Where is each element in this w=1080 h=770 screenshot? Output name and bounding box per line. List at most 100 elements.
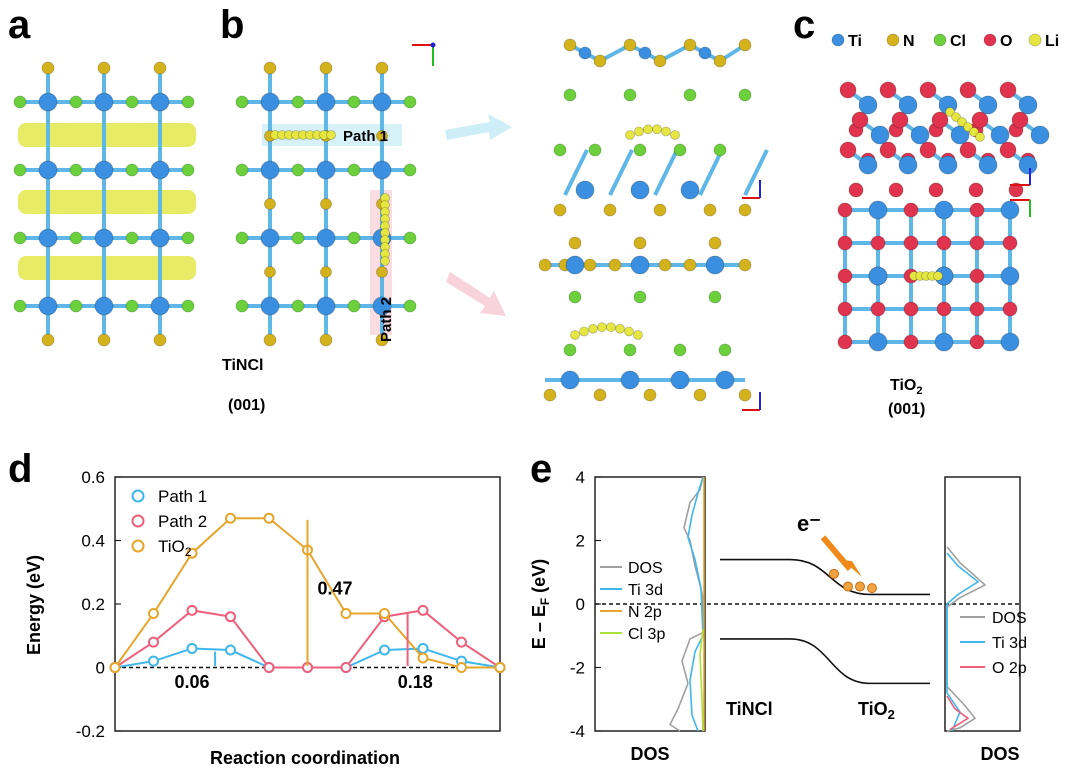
ti-atom	[316, 228, 336, 248]
ti-atom	[1018, 155, 1038, 175]
o-atom	[936, 235, 952, 251]
series-point-1	[186, 604, 198, 616]
series-point-0	[379, 644, 390, 656]
e-xlabel-left: DOS	[630, 744, 669, 764]
o-atom	[1002, 235, 1018, 251]
o-atom	[891, 111, 909, 129]
ti-atom	[94, 296, 114, 316]
cl-atom	[181, 95, 195, 109]
ti-atom	[868, 200, 888, 220]
o-atom	[969, 202, 985, 218]
cl-atom	[403, 163, 417, 177]
n-atom	[683, 258, 697, 272]
band-label-tio2: TiO2	[858, 699, 895, 722]
n-atom	[643, 388, 657, 402]
li-atom	[624, 326, 634, 337]
o-atom	[959, 141, 977, 159]
ti-atom	[858, 95, 878, 115]
cl-atom	[13, 299, 27, 313]
li-atom	[661, 126, 671, 137]
d-ylabel: Energy (eV)	[24, 555, 44, 655]
o-atom	[870, 301, 886, 317]
series-point-2	[340, 608, 352, 620]
y-tick-label: -2	[570, 659, 585, 678]
series-point-2	[494, 662, 506, 673]
ti-atom	[150, 228, 170, 248]
cl-atom	[718, 343, 732, 357]
ti-atom	[316, 92, 336, 112]
ti-atom	[978, 155, 998, 175]
dos-left-cl3p	[699, 629, 704, 732]
o-atom	[837, 334, 853, 350]
o-atom	[928, 182, 944, 198]
legend-marker-o	[983, 33, 997, 47]
series-point-2	[456, 662, 467, 673]
axis-triad-b	[412, 42, 436, 66]
arrow-path2	[446, 272, 506, 316]
n-atom	[375, 333, 389, 347]
n-atom	[563, 38, 577, 52]
y-tick-label: 0	[576, 595, 585, 614]
n-atom	[738, 258, 752, 272]
cl-atom	[623, 88, 637, 102]
series-point-2	[109, 662, 121, 673]
n-atom	[376, 130, 388, 142]
cl-atom	[708, 290, 722, 304]
legend-marker-2	[131, 539, 145, 553]
arrow-path1	[445, 114, 512, 140]
series-point-1	[456, 636, 467, 648]
ti-atom	[990, 125, 1010, 145]
ti-atom	[150, 92, 170, 112]
cl-atom	[235, 299, 249, 313]
n-atom	[738, 203, 752, 217]
bond	[698, 149, 724, 196]
cl-atom	[738, 88, 752, 102]
ti-atom	[94, 160, 114, 180]
series-point-2	[225, 512, 236, 524]
o-atom	[969, 268, 985, 284]
electron-density-band	[18, 123, 196, 147]
n-atom	[543, 388, 557, 402]
n-atom	[153, 61, 167, 75]
o-atom	[919, 81, 937, 99]
li-atom	[957, 117, 967, 127]
panel-e-chart: -4 -2 0 2 4 DOS Ti 3d N 2p Cl 3p DOS Ti 3d O 2p e⁻…	[529, 468, 1027, 764]
o-atom	[903, 202, 919, 218]
electron-density-band	[18, 190, 196, 214]
n-atom	[633, 236, 647, 250]
o-atom	[837, 202, 853, 218]
tincl-facet: (001)	[228, 397, 265, 414]
o-atom	[848, 182, 864, 198]
ti-atom	[372, 160, 392, 180]
n-atom	[703, 203, 717, 217]
ti-atom	[565, 255, 585, 275]
legend-label-o: O	[1000, 33, 1012, 50]
series-point-1	[148, 636, 159, 648]
li-atom	[615, 323, 625, 334]
dos-right-total	[946, 546, 987, 732]
cl-atom	[69, 231, 83, 245]
ti-atom	[934, 200, 954, 220]
cl-atom	[13, 163, 27, 177]
li-atom	[933, 271, 943, 281]
cl-atom	[633, 290, 647, 304]
o-atom	[936, 301, 952, 317]
n-atom	[97, 61, 111, 75]
ti-atom	[978, 95, 998, 115]
ti-atom	[938, 155, 958, 175]
axis-triad-c	[1010, 168, 1031, 217]
li-atom	[633, 330, 643, 340]
y-tick-label: 0.2	[81, 595, 105, 614]
n-atom	[263, 333, 277, 347]
ti-atom	[620, 370, 640, 390]
o-atom	[879, 141, 897, 159]
series-point-1	[417, 604, 429, 616]
ti-atom	[372, 296, 392, 316]
cl-atom	[181, 299, 195, 313]
n-atom	[41, 61, 55, 75]
ti-atom	[638, 46, 652, 60]
e-xlabel-right: DOS	[980, 744, 1019, 764]
series-point-2	[379, 608, 390, 620]
o-atom	[839, 141, 857, 159]
